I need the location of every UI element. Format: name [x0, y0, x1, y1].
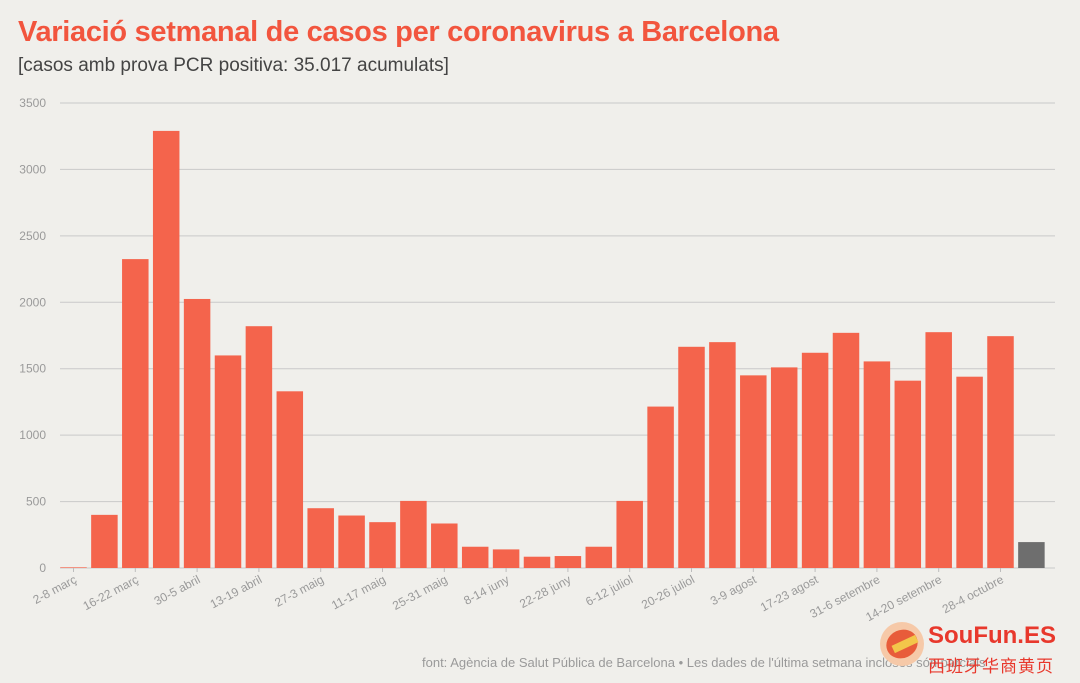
bar [152, 130, 180, 568]
bar [925, 332, 952, 568]
y-tick-label: 0 [39, 561, 46, 575]
x-tick-label: 11-17 maig [329, 572, 388, 612]
x-tick-label: 3-9 agost [708, 572, 759, 608]
bar [338, 515, 365, 568]
bar [894, 380, 922, 568]
x-tick-label: 25-31 maig [390, 572, 450, 613]
x-tick-label: 28-4 octubre [940, 572, 1006, 616]
y-tick-label: 3000 [19, 162, 46, 176]
bar [987, 336, 1014, 568]
x-tick-label: 20-26 juliol [639, 572, 697, 612]
bar [863, 361, 891, 568]
bar [91, 514, 118, 568]
chart-subtitle: [casos amb prova PCR positiva: 35.017 ac… [18, 55, 449, 76]
y-tick-label: 1000 [19, 428, 46, 442]
x-tick-label: 2-8 març [31, 572, 79, 607]
bar [245, 326, 273, 568]
bar-partial-week [1018, 542, 1045, 568]
bar [585, 546, 613, 568]
bar [832, 332, 860, 568]
bar [770, 367, 798, 568]
bar [461, 546, 489, 568]
x-tick-label: 30-5 abril [152, 572, 203, 608]
watermark-tagline: 西班牙华商黄页 [928, 657, 1054, 676]
x-tick-label: 27-3 maig [272, 572, 326, 609]
bar [60, 567, 87, 568]
bar [709, 342, 736, 568]
bar [616, 500, 643, 568]
bar [122, 259, 149, 568]
bar [369, 522, 396, 568]
watermark-brand: SouFun.ES [928, 622, 1056, 649]
bar [740, 375, 767, 568]
y-tick-label: 1500 [19, 362, 46, 376]
chart-title: Variació setmanal de casos per coronavir… [18, 16, 779, 48]
y-tick-label: 2500 [19, 229, 46, 243]
watermark-logo-icon [880, 622, 924, 666]
bar [554, 556, 582, 568]
bar [647, 406, 674, 568]
y-tick-label: 2000 [19, 295, 46, 309]
x-tick-label: 13-19 abril [208, 572, 265, 611]
bar [678, 346, 705, 568]
x-tick-label: 8-14 juny [461, 572, 511, 608]
x-tick-label: 6-12 juliol [583, 572, 635, 608]
watermark: SouFun.ES 西班牙华商黄页 [876, 618, 1076, 678]
x-tick-label: 16-22 març [81, 572, 141, 613]
bar [801, 352, 829, 568]
bar [214, 355, 242, 568]
bar [492, 549, 520, 568]
bar [956, 376, 983, 568]
x-tick-label: 22-28 juny [517, 572, 573, 611]
bar [523, 556, 551, 568]
bar [307, 508, 334, 568]
source-note: font: Agència de Salut Pública de Barcel… [422, 655, 986, 670]
bar [276, 391, 304, 568]
y-tick-label: 500 [26, 495, 46, 509]
bar [183, 298, 211, 568]
bar [431, 523, 458, 568]
bar [400, 500, 427, 568]
y-tick-label: 3500 [19, 96, 46, 110]
